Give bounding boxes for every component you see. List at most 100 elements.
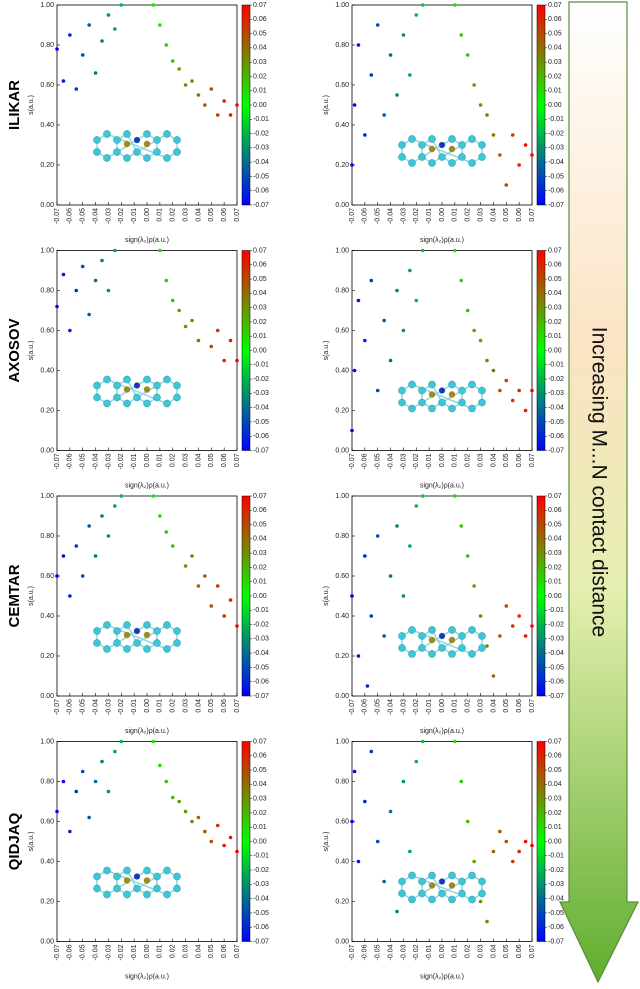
colorbar-tick-label: -0.01 [548,362,564,369]
colorbar-tick-label: 0.04 [253,290,267,297]
x-tick-label: 0.07 [529,944,536,958]
x-tick-label: 0.04 [490,453,497,467]
x-tick-label: 0.03 [182,208,189,222]
colorbar [536,250,546,451]
point [196,93,201,97]
y-tick-label: 0.40 [40,122,54,129]
plot-area [56,741,238,942]
point [459,33,464,37]
point [485,919,489,924]
point [401,594,406,598]
point [517,388,521,393]
point [93,554,98,558]
atom [428,159,436,167]
point [106,534,111,538]
point [61,272,66,277]
atom [173,393,181,402]
x-axis-label: sign(λ₂)ρ(a.u.) [125,728,169,735]
point [498,634,502,638]
x-tick-label: 0.07 [234,453,241,467]
point [478,338,483,343]
atom [468,650,476,658]
x-tick-label: -0.03 [105,944,112,960]
point [228,598,233,602]
point [401,328,406,333]
atom [173,148,181,156]
point [80,264,85,269]
colorbar-tick-label: 0.01 [548,333,562,340]
colorbar-tick-label: -0.07 [548,938,564,945]
colorbar-tick-label: -0.02 [253,376,269,383]
point [61,554,66,558]
point [485,644,489,648]
point [465,308,470,313]
atom [428,626,436,634]
y-tick-label: 0.20 [40,407,54,414]
x-tick-label: -0.07 [349,699,356,715]
y-tick-label: 0.60 [335,573,349,580]
atom [93,393,101,402]
point [491,849,496,854]
atom [123,645,131,653]
colorbar-tick-label: -0.06 [548,924,564,931]
x-tick-label: 0.05 [208,453,215,467]
molecule [93,866,181,899]
x-tick-label: 0.02 [465,208,472,222]
point [55,809,59,814]
x-tick-label: -0.04 [92,453,99,469]
point [74,789,79,794]
x-tick-label: 0.04 [490,208,497,222]
atom [103,154,111,162]
x-tick-label: -0.06 [362,699,369,715]
atom [448,380,456,389]
point [459,278,464,283]
point [203,829,207,834]
atom [398,877,406,886]
atom [143,866,151,875]
x-tick-label: -0.05 [80,453,87,469]
atom [123,631,131,639]
point [196,338,201,343]
point [472,83,476,87]
point [68,328,72,333]
x-tick-label: 0.01 [157,453,164,467]
x-tick-label: 0.05 [208,699,215,713]
x-tick-label: 0.03 [477,699,484,713]
y-tick-label: 0.60 [335,327,349,334]
point [235,624,239,628]
point [113,248,117,253]
x-tick-label: -0.04 [387,699,394,715]
point [472,328,476,333]
atom [153,148,161,156]
point [350,819,354,824]
x-tick-label: 0.05 [503,208,510,222]
atom [133,627,141,635]
colorbar-tick-label: 0.05 [253,276,267,283]
colorbar-tick-label: 0.05 [253,767,267,774]
point [100,258,104,263]
colorbar-tick-label: 0.01 [548,579,562,586]
y-tick-label: 1.00 [335,2,349,9]
x-tick-label: 0.05 [208,208,215,222]
atom [438,644,446,652]
y-tick-label: 0.40 [335,613,349,620]
atom [428,882,436,889]
point [491,133,496,137]
colorbar-tick-label: 0.06 [548,753,562,760]
atom [428,650,436,658]
point [504,378,509,383]
point [408,268,412,273]
point [369,749,374,754]
colorbar-tick-label: -0.04 [548,895,564,902]
row-label: ILIKAR [6,80,23,130]
point [87,312,91,317]
colorbar-tick-label: 0.07 [253,247,267,254]
y-tick-label: 0.00 [40,202,54,209]
y-tick-label: 0.80 [40,778,54,785]
point [356,298,361,303]
point [369,278,374,283]
point [523,634,528,638]
x-tick-label: 0.01 [157,208,164,222]
point [453,3,457,7]
colorbar-tick-label: -0.03 [253,390,269,397]
